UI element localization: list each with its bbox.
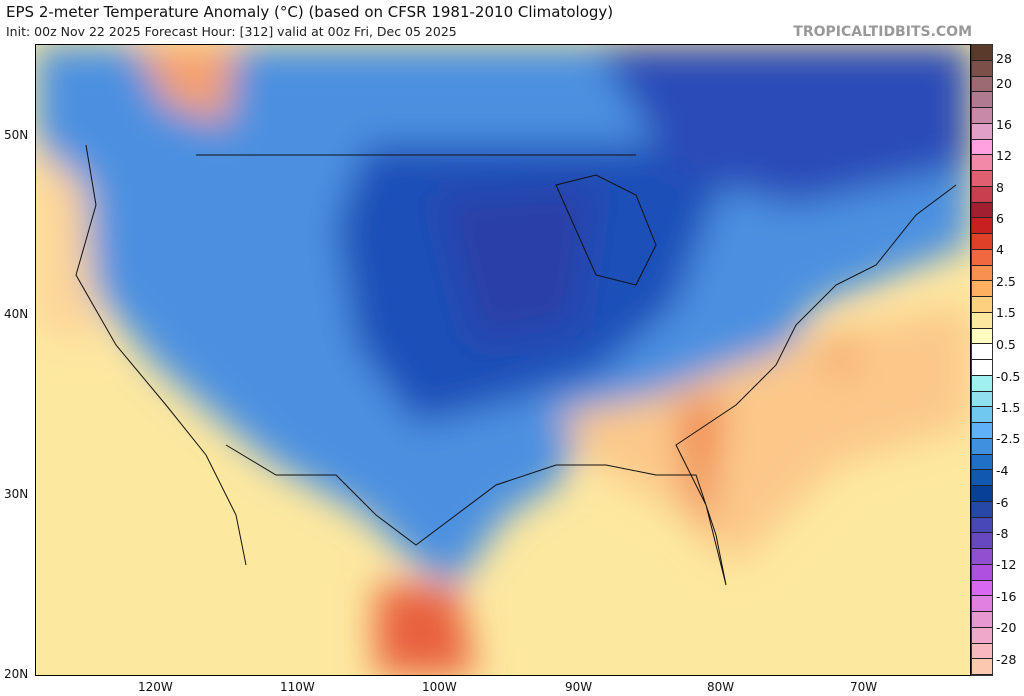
colorbar-swatch xyxy=(972,218,992,234)
colorbar-swatch xyxy=(972,627,992,644)
colorbar-swatch xyxy=(972,297,992,313)
colorbar-swatch xyxy=(972,643,992,660)
great-lakes xyxy=(555,174,657,286)
brand-watermark: TROPICALTIDBITS.COM xyxy=(793,24,972,40)
colorbar-swatch xyxy=(972,360,992,376)
west-coast xyxy=(75,144,247,566)
colorbar-swatch xyxy=(972,234,992,250)
colorbar-label: -28 xyxy=(996,652,1017,667)
colorbar-swatch xyxy=(972,501,992,518)
colorbar-label: 6 xyxy=(996,211,1004,226)
colorbar-swatch xyxy=(972,423,992,439)
colorbar-swatch xyxy=(972,533,992,549)
colorbar-swatch xyxy=(972,486,992,502)
colorbar xyxy=(971,44,993,676)
colorbar-swatch xyxy=(972,123,992,140)
colorbar-label: 16 xyxy=(996,117,1012,132)
longitude-label: 120W xyxy=(138,680,173,694)
colorbar-swatch xyxy=(972,517,992,534)
colorbar-label: 1.5 xyxy=(996,305,1016,320)
colorbar-label: 28 xyxy=(996,51,1012,66)
colorbar-swatch xyxy=(972,249,992,266)
colorbar-swatch xyxy=(972,202,992,219)
colorbar-label: -6 xyxy=(996,495,1009,510)
colorbar-label: 2.5 xyxy=(996,274,1016,289)
colorbar-swatch xyxy=(972,549,992,565)
colorbar-label: 4 xyxy=(996,242,1004,257)
colorbar-label: -4 xyxy=(996,463,1009,478)
coastline xyxy=(225,184,957,586)
longitude-label: 90W xyxy=(565,680,593,694)
colorbar-swatch xyxy=(972,344,992,360)
colorbar-swatch xyxy=(972,564,992,581)
colorbar-label: 12 xyxy=(996,148,1012,163)
colorbar-swatch xyxy=(972,45,992,61)
longitude-label: 70W xyxy=(850,680,878,694)
colorbar-label: 20 xyxy=(996,76,1012,91)
colorbar-swatch xyxy=(972,659,992,675)
colorbar-swatch xyxy=(972,186,992,203)
colorbar-swatch xyxy=(972,171,992,187)
colorbar-swatch xyxy=(972,92,992,108)
temperature-anomaly-map xyxy=(35,44,971,676)
latitude-label: 20N xyxy=(4,667,29,681)
colorbar-label: -1.5 xyxy=(996,400,1021,415)
longitude-label: 80W xyxy=(707,680,735,694)
colorbar-swatch xyxy=(972,454,992,471)
colorbar-swatch xyxy=(972,60,992,77)
map-subtitle: Init: 00z Nov 22 2025 Forecast Hour: [31… xyxy=(6,24,457,39)
colorbar-swatch xyxy=(972,391,992,408)
colorbar-label: 0.5 xyxy=(996,337,1016,352)
colorbar-label: -16 xyxy=(996,589,1017,604)
colorbar-swatch xyxy=(972,470,992,486)
colorbar-swatch xyxy=(972,375,992,392)
colorbar-label: -12 xyxy=(996,557,1017,572)
colorbar-swatch xyxy=(972,407,992,423)
colorbar-swatch xyxy=(972,438,992,455)
colorbar-label: -2.5 xyxy=(996,431,1021,446)
colorbar-swatch xyxy=(972,76,992,93)
latitude-label: 30N xyxy=(4,487,29,501)
colorbar-swatch xyxy=(972,265,992,282)
longitude-label: 100W xyxy=(422,680,457,694)
colorbar-swatch xyxy=(972,612,992,628)
colorbar-label: -8 xyxy=(996,526,1009,541)
longitude-label: 110W xyxy=(280,680,315,694)
colorbar-swatch xyxy=(972,281,992,297)
colorbar-label: -0.5 xyxy=(996,369,1021,384)
colorbar-swatch xyxy=(972,139,992,156)
colorbar-swatch xyxy=(972,108,992,124)
colorbar-label: -20 xyxy=(996,620,1017,635)
latitude-label: 40N xyxy=(4,307,29,321)
colorbar-swatch xyxy=(972,328,992,345)
map-title: EPS 2-meter Temperature Anomaly (°C) (ba… xyxy=(6,3,614,21)
colorbar-label: 8 xyxy=(996,180,1004,195)
colorbar-swatch xyxy=(972,312,992,329)
colorbar-swatch xyxy=(972,155,992,171)
latitude-label: 50N xyxy=(4,128,29,142)
colorbar-swatch xyxy=(972,596,992,612)
colorbar-swatch xyxy=(972,580,992,597)
